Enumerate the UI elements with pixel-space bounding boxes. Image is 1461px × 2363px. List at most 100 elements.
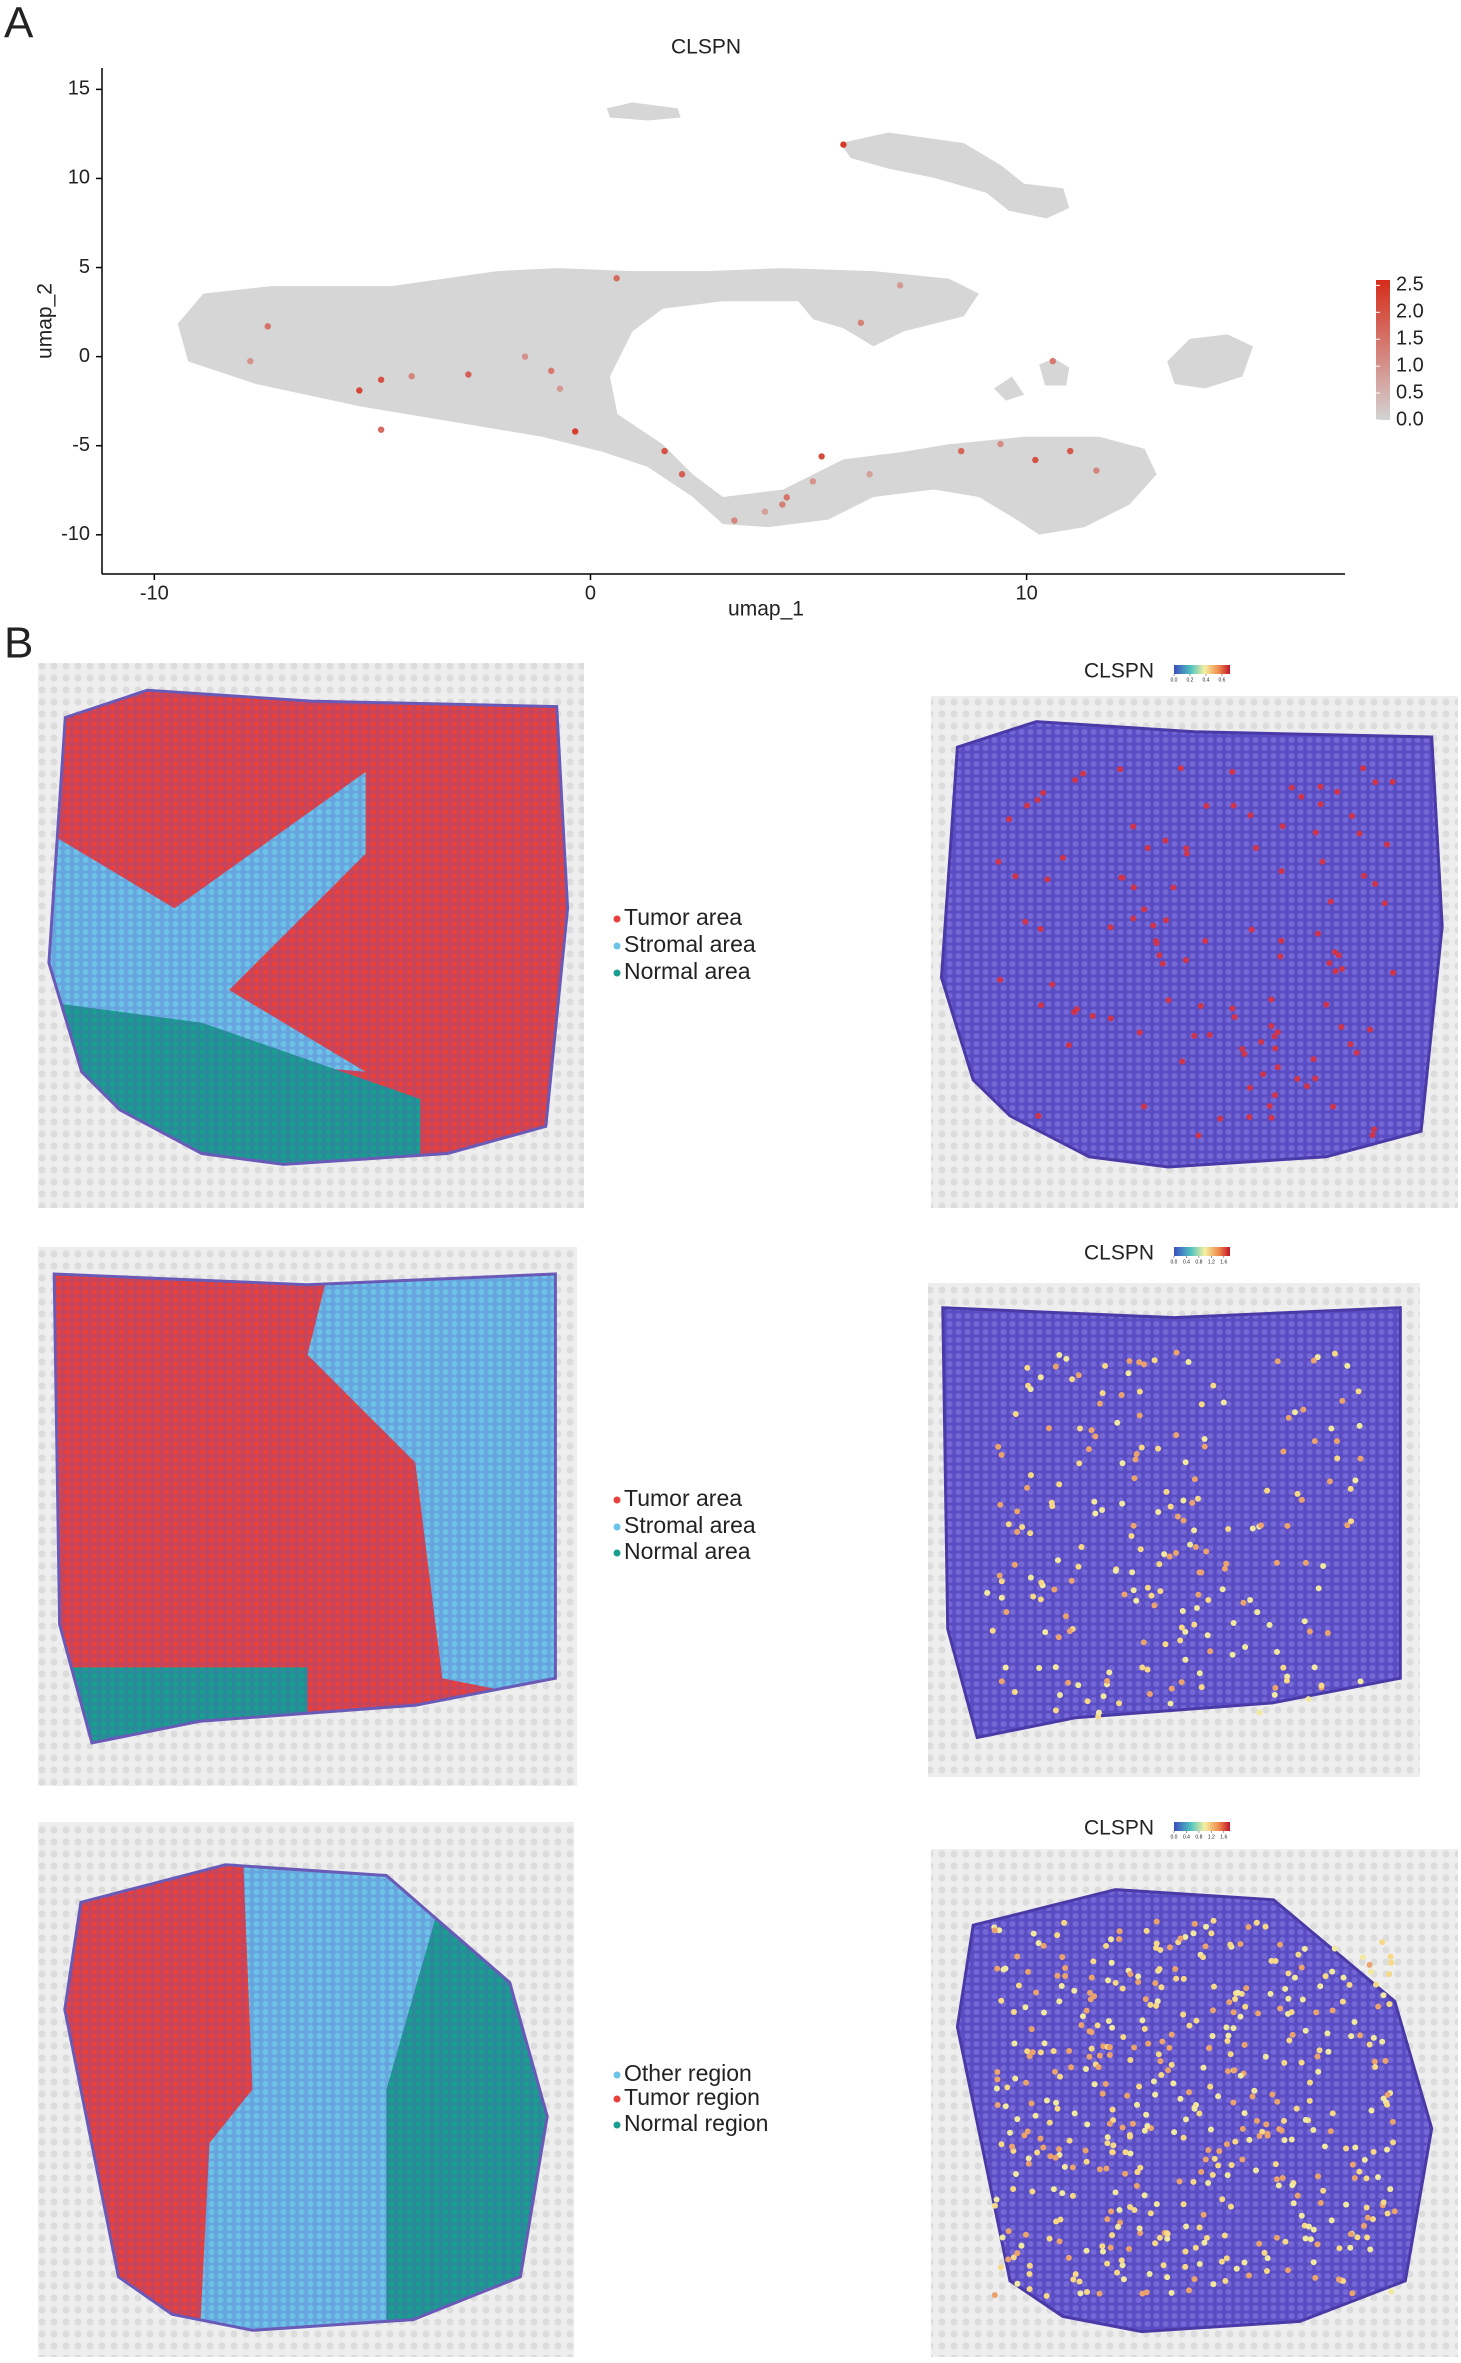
expression-spot (1165, 997, 1172, 1004)
expression-spot (1339, 965, 1346, 972)
expression-spot (1002, 1965, 1009, 1972)
expression-spot (1136, 1029, 1143, 1036)
expression-spot (1310, 2127, 1317, 2134)
expression-spot (1084, 1698, 1091, 1705)
expression-spot (1205, 2147, 1212, 2154)
expression-spot (1316, 2047, 1323, 2054)
y-tick-label: 0 (79, 345, 90, 367)
expression-spot (1136, 1388, 1143, 1395)
expression-spot (1043, 2292, 1050, 2299)
expression-spot (1220, 1399, 1227, 1406)
expression-spot (1050, 2186, 1057, 2193)
expression-spot (997, 2264, 1004, 2271)
expression-spot (1195, 1495, 1202, 1502)
expression-spot (1266, 1103, 1273, 1110)
expression-spot (1141, 1361, 1148, 1368)
expression-spot (1027, 1386, 1034, 1393)
expression-spot (1277, 2005, 1284, 2012)
expression-spot (1277, 953, 1284, 960)
expression-spot (1024, 2048, 1031, 2055)
expression-spot (1144, 1584, 1151, 1591)
cell-point (356, 387, 363, 394)
expression-spot (1164, 2235, 1171, 2242)
expression-spot (1352, 2144, 1359, 2151)
x-tick-label: 0 (585, 582, 596, 604)
expression-spot (1026, 2053, 1033, 2060)
expression-spot (1203, 802, 1210, 809)
expression-spot (1281, 2137, 1288, 2144)
tissue-region (307, 1274, 556, 1706)
expression-spot (1083, 2007, 1090, 2014)
expression-spot (1280, 1448, 1287, 1455)
expression-spot (1002, 1664, 1009, 1671)
expression-spot (1002, 2103, 1009, 2110)
expression-spot (1116, 1928, 1123, 1935)
expression-spot (1279, 823, 1286, 830)
colorbar-tick-label: 1.5 (1396, 328, 1424, 350)
expression-spot (1056, 2146, 1063, 2153)
expression-spot (1208, 1930, 1215, 1937)
mini-colorbar-label: 0.6 (1219, 677, 1226, 683)
expression-spot (1026, 2270, 1033, 2277)
expression-spot (1144, 1666, 1151, 1673)
expression-spot (1145, 2040, 1152, 2047)
expression-spot (1055, 1634, 1062, 1641)
expression-spot (993, 2196, 1000, 2203)
expression-spot (1361, 2156, 1368, 2163)
expression-spot (1201, 1443, 1208, 1450)
expression-spot (1246, 1084, 1253, 1091)
expression-spot (1108, 1959, 1115, 1966)
expression-spot (1256, 2133, 1263, 2140)
expression-spot (1210, 1917, 1217, 1924)
expression-spot (1289, 2182, 1296, 2189)
expression-spot (1203, 1548, 1210, 1555)
mini-colorbar-label: 0.0 (1171, 1834, 1178, 1840)
expression-spot (1215, 2093, 1222, 2100)
expression-spot (1353, 1049, 1360, 1056)
expression-spot (1333, 1438, 1340, 1445)
expression-title: CLSPN (1084, 660, 1154, 683)
expression-spot (1003, 1609, 1010, 1616)
expression-spot (1339, 1397, 1346, 1404)
expression-spot (1030, 1930, 1037, 1937)
expression-spot (991, 1927, 998, 1934)
expression-spot (1347, 2244, 1354, 2251)
expression-spot (1104, 1677, 1111, 1684)
expression-spot (1066, 2048, 1073, 2055)
expression-spot (1148, 1592, 1155, 1599)
expression-spot (1387, 1953, 1394, 1960)
expression-spot (1261, 2249, 1268, 2256)
expression-spot (1310, 1056, 1317, 1063)
expression-spot (1273, 2176, 1280, 2183)
expression-title: CLSPN (1084, 1817, 1154, 1840)
expression-spot (1136, 2083, 1143, 2090)
expression-spot (1391, 2208, 1398, 2215)
expression-spot (1106, 1669, 1113, 1676)
expression-spot (1134, 2101, 1141, 2108)
expression-spot (1138, 1444, 1145, 1451)
colorbar (1376, 280, 1390, 420)
expression-spot (1056, 1352, 1063, 1359)
legend-label: Normal area (624, 958, 751, 984)
expression-spot (1049, 981, 1056, 988)
expression-spot (1273, 1648, 1280, 1655)
expression-spot (1312, 1075, 1319, 1082)
expression-spot (1147, 2210, 1154, 2217)
expression-spot (1076, 1460, 1083, 1467)
expression-spot (1131, 1475, 1138, 1482)
expression-spot (1338, 1023, 1345, 1030)
expression-spot (1012, 1411, 1019, 1418)
expression-spot (1268, 1022, 1275, 1029)
expression-spot (1159, 2038, 1166, 2045)
expression-spot (1219, 2196, 1226, 2203)
expression-spot (1154, 1998, 1161, 2005)
expression-spot (998, 2141, 1005, 2148)
expression-spot (1177, 765, 1184, 772)
expression-spot (1386, 2001, 1393, 2008)
expression-spot (1131, 2207, 1138, 2214)
expression-spot (1147, 2001, 1154, 2008)
expression-spot (1390, 969, 1397, 976)
expression-spot (1357, 2032, 1364, 2039)
expression-spot (1210, 2281, 1217, 2288)
expression-spot (1367, 1026, 1374, 1033)
